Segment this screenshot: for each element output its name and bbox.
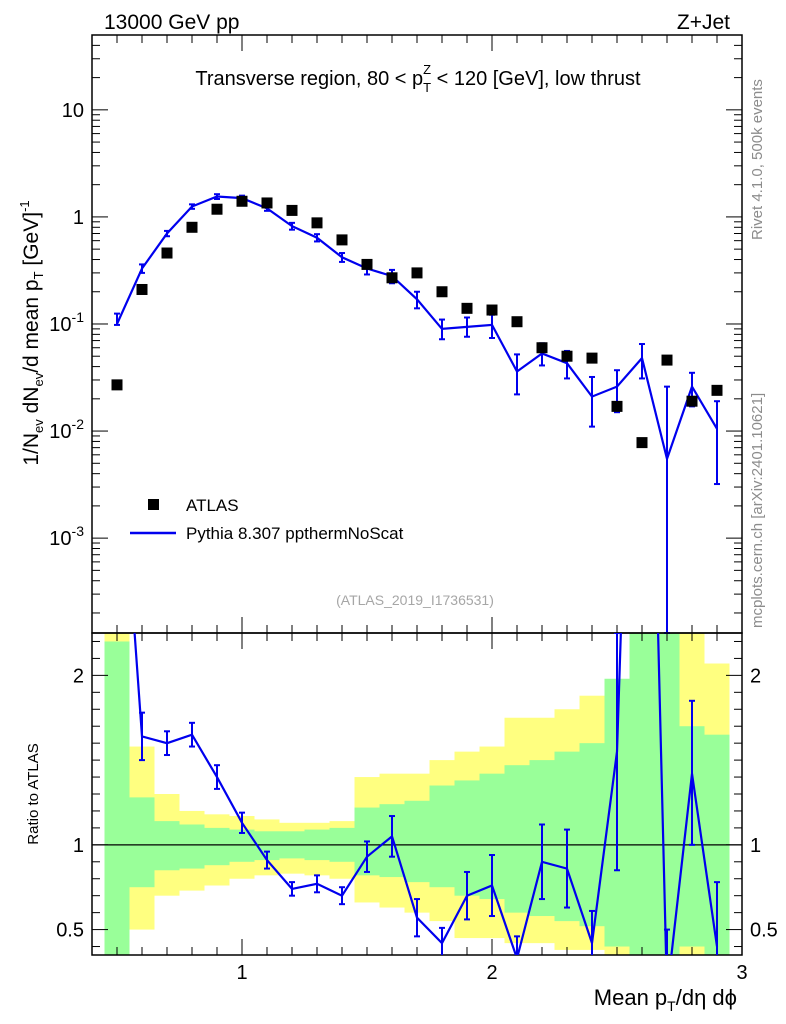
legend: ATLAS Pythia 8.307 ppthermNoScat <box>130 496 404 543</box>
ratio-y-axis: 0.5 0.5 1 1 2 2 <box>56 640 778 948</box>
legend-atlas-marker <box>148 499 159 510</box>
atlas-point <box>311 217 323 229</box>
ratio-x-axis: 1 2 3 <box>116 633 748 984</box>
y-tick-base: 10 <box>49 421 71 443</box>
ratio-y-tick-label-left: 2 <box>73 665 84 687</box>
title-prefix: Transverse region, 80 < p <box>195 68 423 90</box>
green-band <box>104 641 130 955</box>
xlabel-part-a: Mean p <box>594 985 667 1010</box>
mc-series-main <box>114 193 720 634</box>
y-tick-label: 10 <box>62 100 84 122</box>
xlabel-sub-a: T <box>667 998 676 1014</box>
xlabel-part-b: /dη dϕ <box>676 985 737 1010</box>
ylabel-sub-c: T <box>31 271 46 279</box>
x-tick-label: 2 <box>486 962 497 984</box>
ratio-y-tick-label-right: 1 <box>750 835 761 857</box>
header-right: Z+Jet <box>677 11 730 34</box>
atlas-point <box>386 272 398 284</box>
atlas-point <box>511 316 523 328</box>
atlas-point <box>636 437 648 449</box>
title-sup: Z <box>423 62 431 77</box>
atlas-point <box>486 304 498 316</box>
green-band <box>429 785 455 888</box>
y-tick-label: 10-1 <box>49 309 84 336</box>
y-tick-exp: -3 <box>72 523 85 539</box>
atlas-point <box>161 247 173 259</box>
legend-pythia-label: Pythia 8.307 ppthermNoScat <box>186 524 404 543</box>
atlas-point <box>211 203 223 215</box>
atlas-point <box>411 267 423 279</box>
header-left: 13000 GeV pp <box>104 11 239 34</box>
ylabel-part-a: 1/N <box>20 433 43 466</box>
atlas-point <box>461 302 473 314</box>
ylabel-part-d: [GeV] <box>20 212 43 272</box>
x-axis-label: Mean pT/dη dϕ <box>594 985 737 1014</box>
atlas-point <box>286 204 298 216</box>
mc-series-ratio <box>133 633 720 955</box>
x-tick-label: 1 <box>236 962 247 984</box>
main-y-label: 1/Nev dNev/d mean pT [GeV]-1 <box>17 200 46 465</box>
ylabel-part-c: /d mean p <box>20 279 43 372</box>
title-suffix: < 120 [GeV], low thrust <box>431 68 641 90</box>
plot-title: Transverse region, 80 < pZ T < 120 [GeV],… <box>195 62 641 95</box>
atlas-point <box>336 234 348 246</box>
ratio-y-label: Ratio to ATLAS <box>25 743 42 844</box>
ylabel-sub-b: ev <box>31 372 46 386</box>
ratio-y-tick-label-left: 0.5 <box>56 920 84 942</box>
atlas-point <box>186 221 198 233</box>
ratio-y-tick-label-left: 1 <box>73 835 84 857</box>
ylabel-sup-d: -1 <box>17 200 32 212</box>
green-band <box>404 800 430 883</box>
atlas-point <box>236 195 248 207</box>
atlas-point <box>661 354 673 366</box>
ylabel-part-b: dN <box>20 387 43 420</box>
y-tick-base: 10 <box>49 314 71 336</box>
green-band <box>504 765 530 913</box>
y-tick-base: 10 <box>62 100 84 122</box>
atlas-point <box>686 395 698 407</box>
y-tick-exp: -2 <box>72 416 85 432</box>
x-tick-label: 3 <box>736 962 747 984</box>
analysis-reference: (ATLAS_2019_I1736531) <box>336 592 494 608</box>
y-tick-label: 10-3 <box>49 523 84 550</box>
y-tick-exp: -1 <box>72 309 85 325</box>
green-band <box>154 821 180 871</box>
y-tick-label: 10-2 <box>49 416 84 443</box>
ratio-y-tick-label-right: 2 <box>750 665 761 687</box>
atlas-point <box>111 379 123 391</box>
y-tick-base: 10 <box>49 528 71 550</box>
y-tick-base: 1 <box>73 207 84 229</box>
ratio-y-tick-label-right: 0.5 <box>750 920 778 942</box>
atlas-point <box>136 283 148 295</box>
y-tick-label: 1 <box>73 207 84 229</box>
atlas-point <box>261 197 273 209</box>
title-sub: T <box>423 80 431 95</box>
green-band <box>129 797 155 888</box>
atlas-point <box>561 350 573 362</box>
atlas-point <box>586 352 598 364</box>
green-band <box>629 633 655 955</box>
atlas-point <box>711 384 723 396</box>
main-x-axis <box>116 35 743 633</box>
atlas-point <box>611 400 623 412</box>
atlas-series-main <box>111 195 723 449</box>
rivet-info: Rivet 4.1.0, 500k events <box>749 79 766 240</box>
green-band <box>579 743 605 927</box>
atlas-point <box>436 286 448 298</box>
mcplots-info: mcplots.cern.ch [arXiv:2401.10621] <box>749 393 766 628</box>
green-band <box>179 824 205 869</box>
main-panel-frame <box>91 34 743 634</box>
atlas-point <box>536 342 548 354</box>
green-band <box>204 827 230 866</box>
atlas-point <box>361 258 373 270</box>
ylabel-sub-a: ev <box>31 419 46 433</box>
legend-atlas-label: ATLAS <box>186 496 239 515</box>
mc-line <box>115 195 718 463</box>
